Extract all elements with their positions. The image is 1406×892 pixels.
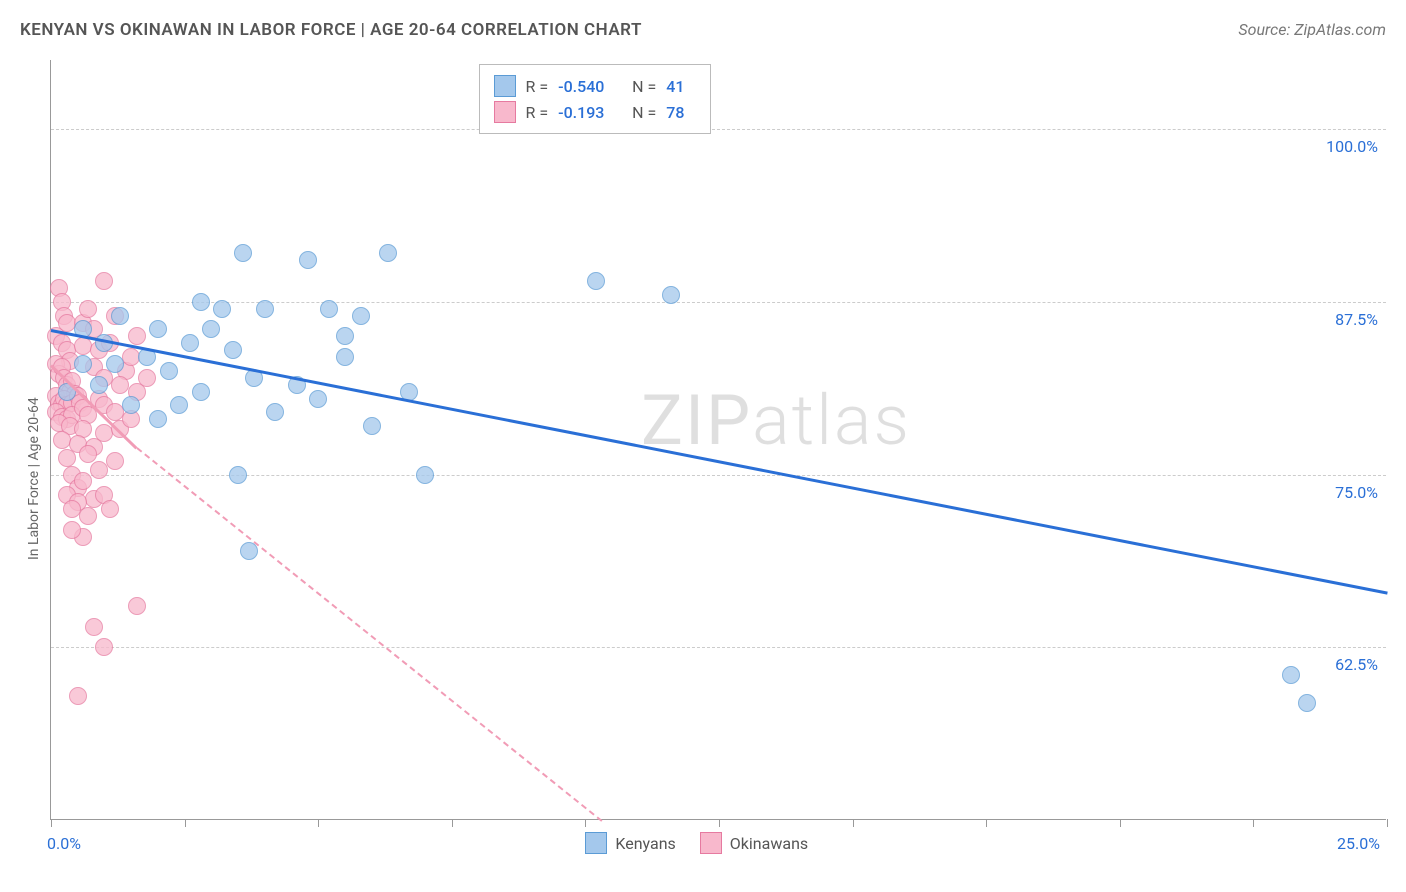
data-point-kenyan bbox=[320, 300, 338, 318]
x-tick bbox=[318, 819, 319, 827]
data-point-okinawan bbox=[90, 461, 108, 479]
data-point-kenyan bbox=[416, 466, 434, 484]
gridline bbox=[51, 129, 1386, 130]
data-point-okinawan bbox=[95, 638, 113, 656]
data-point-okinawan bbox=[101, 500, 119, 518]
data-point-kenyan bbox=[122, 396, 140, 414]
source-attribution: Source: ZipAtlas.com bbox=[1238, 20, 1386, 39]
x-tick bbox=[1387, 819, 1388, 827]
x-tick bbox=[719, 819, 720, 827]
data-point-kenyan bbox=[234, 244, 252, 262]
data-point-okinawan bbox=[69, 687, 87, 705]
data-point-kenyan bbox=[224, 341, 242, 359]
data-point-okinawan bbox=[79, 300, 97, 318]
data-point-okinawan bbox=[79, 445, 97, 463]
data-point-okinawan bbox=[58, 449, 76, 467]
data-point-kenyan bbox=[90, 376, 108, 394]
data-point-okinawan bbox=[95, 272, 113, 290]
chart-title: KENYAN VS OKINAWAN IN LABOR FORCE | AGE … bbox=[20, 20, 642, 40]
data-point-kenyan bbox=[1298, 694, 1316, 712]
data-point-okinawan bbox=[63, 521, 81, 539]
legend-label: Kenyans bbox=[615, 834, 675, 853]
x-tick bbox=[585, 819, 586, 827]
x-tick bbox=[853, 819, 854, 827]
x-tick bbox=[452, 819, 453, 827]
data-point-okinawan bbox=[106, 452, 124, 470]
data-point-kenyan bbox=[111, 307, 129, 325]
data-point-kenyan bbox=[336, 348, 354, 366]
data-point-kenyan bbox=[336, 327, 354, 345]
trend-line bbox=[136, 447, 602, 822]
n-label: N = bbox=[632, 103, 656, 122]
n-value: 41 bbox=[666, 77, 696, 96]
data-point-kenyan bbox=[74, 355, 92, 373]
legend-swatch bbox=[700, 832, 722, 854]
correlation-legend: R = -0.540 N = 41 R = -0.193 N = 78 bbox=[479, 64, 712, 134]
data-point-kenyan bbox=[149, 410, 167, 428]
x-tick bbox=[986, 819, 987, 827]
data-point-kenyan bbox=[181, 334, 199, 352]
r-label: R = bbox=[526, 103, 549, 122]
data-point-okinawan bbox=[79, 507, 97, 525]
x-tick bbox=[1120, 819, 1121, 827]
data-point-kenyan bbox=[266, 403, 284, 421]
data-point-kenyan bbox=[662, 286, 680, 304]
legend-swatch bbox=[494, 101, 516, 123]
data-point-kenyan bbox=[1282, 666, 1300, 684]
gridline bbox=[51, 647, 1386, 648]
y-tick-label: 62.5% bbox=[1335, 655, 1378, 674]
data-point-kenyan bbox=[256, 300, 274, 318]
r-value: -0.540 bbox=[558, 77, 622, 96]
data-point-kenyan bbox=[299, 251, 317, 269]
n-label: N = bbox=[632, 77, 656, 96]
data-point-kenyan bbox=[202, 320, 220, 338]
gridline bbox=[51, 302, 1386, 303]
data-point-kenyan bbox=[160, 362, 178, 380]
n-value: 78 bbox=[666, 103, 696, 122]
y-tick-label: 100.0% bbox=[1326, 137, 1378, 156]
watermark: ZIPatlas bbox=[641, 380, 911, 462]
data-point-okinawan bbox=[74, 472, 92, 490]
data-point-kenyan bbox=[192, 383, 210, 401]
y-tick-label: 75.0% bbox=[1335, 483, 1378, 502]
y-axis-label: In Labor Force | Age 20-64 bbox=[26, 397, 42, 560]
data-point-kenyan bbox=[213, 300, 231, 318]
data-point-kenyan bbox=[363, 417, 381, 435]
x-tick-label: 0.0% bbox=[47, 834, 81, 853]
data-point-kenyan bbox=[379, 244, 397, 262]
legend-swatch bbox=[585, 832, 607, 854]
legend-label: Okinawans bbox=[730, 834, 808, 853]
data-point-okinawan bbox=[85, 618, 103, 636]
data-point-kenyan bbox=[106, 355, 124, 373]
data-point-kenyan bbox=[192, 293, 210, 311]
legend-swatch bbox=[494, 75, 516, 97]
x-tick-label: 25.0% bbox=[1337, 834, 1380, 853]
data-point-okinawan bbox=[138, 369, 156, 387]
x-tick bbox=[1253, 819, 1254, 827]
data-point-okinawan bbox=[128, 327, 146, 345]
series-legend: Kenyans Okinawans bbox=[585, 832, 808, 854]
data-point-kenyan bbox=[229, 466, 247, 484]
r-label: R = bbox=[526, 77, 549, 96]
gridline bbox=[51, 475, 1386, 476]
data-point-kenyan bbox=[587, 272, 605, 290]
data-point-kenyan bbox=[352, 307, 370, 325]
plot-area: ZIPatlas 62.5%75.0%87.5%100.0%0.0%25.0%R… bbox=[50, 60, 1386, 820]
x-tick bbox=[185, 819, 186, 827]
data-point-okinawan bbox=[128, 597, 146, 615]
data-point-kenyan bbox=[170, 396, 188, 414]
r-value: -0.193 bbox=[558, 103, 622, 122]
x-tick bbox=[51, 819, 52, 827]
data-point-kenyan bbox=[149, 320, 167, 338]
y-tick-label: 87.5% bbox=[1335, 310, 1378, 329]
data-point-kenyan bbox=[309, 390, 327, 408]
